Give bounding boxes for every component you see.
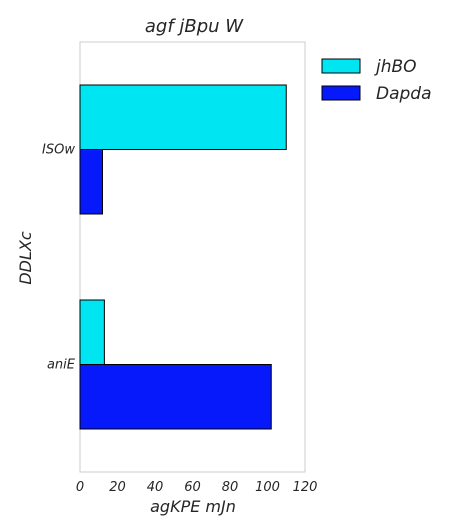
bars-group [79, 84, 287, 430]
x-tick-label: 0 [76, 480, 84, 495]
plot-area [79, 41, 306, 473]
legend: jhBO Dapda [321, 57, 432, 104]
bar-jhBO-aniE [79, 299, 105, 365]
legend-swatch-jhBO [321, 58, 361, 74]
y-axis-label: DDLXc [16, 231, 35, 285]
x-tick-label: 60 [184, 480, 201, 495]
x-tick-label: 100 [255, 480, 280, 495]
x-tick-labels: 0 20 40 60 80 100 120 [76, 480, 318, 495]
y-tick-label: aniE [47, 358, 76, 373]
y-tick-label: ISOw [42, 143, 75, 158]
legend-label-Dapda: Dapda [376, 84, 432, 104]
legend-label-jhBO: jhBO [374, 57, 417, 77]
x-tick-label: 20 [109, 480, 126, 495]
x-axis-label: agKPE mJn [150, 497, 236, 516]
legend-swatch-Dapda [321, 85, 361, 101]
bar-Dapda-ISOw [79, 149, 103, 215]
bar-jhBO-ISOw [79, 84, 287, 150]
bar-Dapda-aniE [79, 364, 272, 430]
chart-title: agf jBpu W [145, 16, 244, 37]
x-tick-label: 40 [147, 480, 164, 495]
y-tick-labels: ISOw aniE [42, 143, 76, 373]
x-tick-label: 120 [293, 480, 318, 495]
x-tick-label: 80 [222, 480, 239, 495]
